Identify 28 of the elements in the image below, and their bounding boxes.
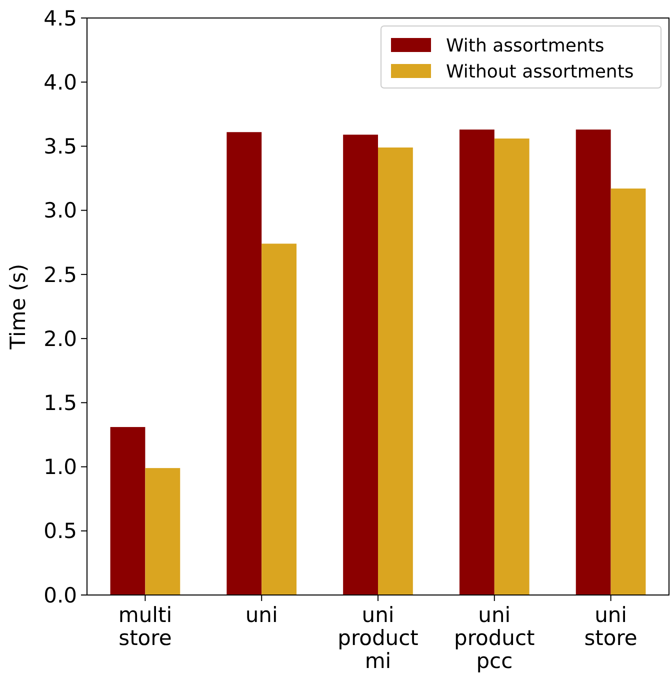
y-tick-label: 2.5 xyxy=(44,262,77,287)
bar xyxy=(226,132,262,595)
x-tick-label: uni store xyxy=(584,603,638,650)
bar xyxy=(459,130,494,595)
x-tick-label: uni xyxy=(245,603,278,627)
x-tick-label: uni product pcc xyxy=(454,603,535,673)
bar xyxy=(576,130,611,595)
y-tick-label: 3.5 xyxy=(44,134,77,159)
bar xyxy=(378,148,413,595)
y-tick-label: 2.0 xyxy=(44,326,77,351)
y-tick-label: 4.5 xyxy=(44,6,77,30)
legend-label: Without assortments xyxy=(446,61,634,82)
y-tick-label: 0.5 xyxy=(44,519,77,544)
y-tick-label: 0.0 xyxy=(44,583,77,608)
legend-label: With assortments xyxy=(446,35,604,56)
y-tick-label: 1.0 xyxy=(44,455,77,480)
bar xyxy=(494,138,530,595)
bar xyxy=(110,427,146,595)
y-tick-label: 4.0 xyxy=(44,70,77,94)
bar xyxy=(343,134,378,595)
y-tick-label: 3.0 xyxy=(44,198,77,223)
x-tick-label: uni product mi xyxy=(338,603,418,673)
y-tick-label: 1.5 xyxy=(44,391,77,416)
y-axis-title: Time (s) xyxy=(6,264,30,350)
bar xyxy=(610,188,646,595)
bar xyxy=(145,468,180,595)
bar xyxy=(262,244,297,595)
x-tick-label: multi store xyxy=(118,603,172,650)
